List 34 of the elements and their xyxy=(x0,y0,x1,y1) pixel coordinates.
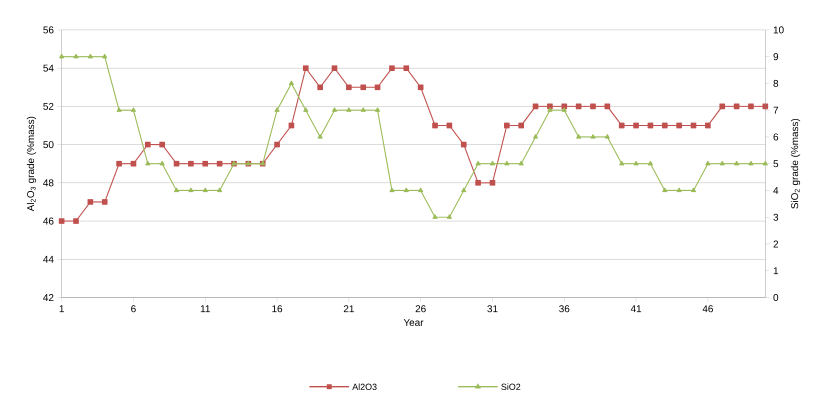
x-tick-label: 1 xyxy=(60,305,64,312)
y2-axis-title: SiO$_{2}$ grade (%mass) xyxy=(790,119,800,209)
y-tick-label: 50 xyxy=(43,141,54,148)
x-tick-label: 36 xyxy=(559,305,570,312)
y2-tick-label: 5 xyxy=(773,160,778,168)
x-tick-label: 31 xyxy=(487,305,498,312)
y2-tick-label: 7 xyxy=(774,106,778,114)
y2-tick-label: 4 xyxy=(773,187,778,194)
x-axis-title: Year xyxy=(404,319,424,326)
y-tick-label: 48 xyxy=(43,179,54,186)
y-axis-title: Al$_{2}$O$_{3}$ grade (%mass) xyxy=(26,116,36,212)
y-tick-label: 42 xyxy=(43,294,54,302)
x-tick-label: 46 xyxy=(702,305,713,312)
legend-label: Al2O3 xyxy=(352,384,377,390)
x-tick-label: 21 xyxy=(344,305,354,312)
y2-tick-label: 3 xyxy=(773,214,778,221)
legend-label: SiO2 xyxy=(501,384,520,390)
x-tick-label: 11 xyxy=(200,305,210,312)
y-tick-label: 56 xyxy=(43,26,54,34)
x-tick-label: 26 xyxy=(416,305,426,312)
y2-tick-label: 2 xyxy=(774,240,778,248)
y2-tick-label: 0 xyxy=(773,294,778,302)
y-tick-label: 44 xyxy=(43,256,54,263)
y2-tick-label: 1 xyxy=(774,267,778,274)
x-tick-label: 41 xyxy=(630,305,642,312)
y2-tick-label: 9 xyxy=(774,53,778,60)
x-tick-label: 16 xyxy=(272,305,282,312)
y-tick-label: 52 xyxy=(43,103,54,110)
x-tick-label: 6 xyxy=(131,305,136,312)
y2-tick-label: 8 xyxy=(773,80,778,88)
y2-tick-label: 6 xyxy=(774,134,778,141)
y-tick-label: 46 xyxy=(43,218,54,225)
y2-tick-label: 10 xyxy=(774,26,784,34)
y-tick-label: 54 xyxy=(43,64,54,72)
